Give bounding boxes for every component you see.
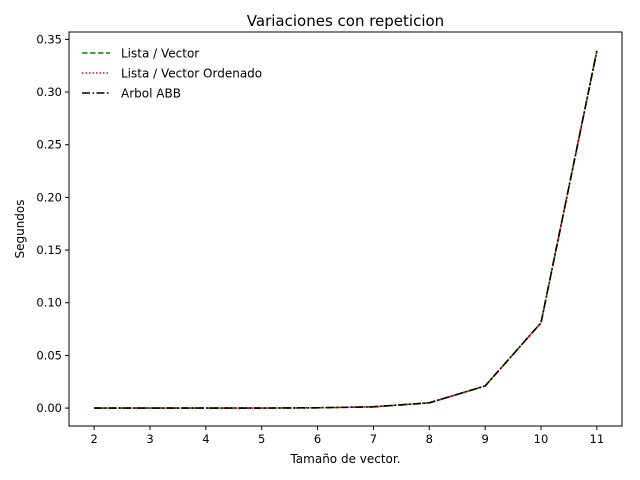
x-tick-label: 8 [426,432,433,446]
x-tick-label: 4 [202,432,209,446]
legend-item-lista-vector-ordenado: Lista / Vector Ordenado [82,67,262,81]
y-tick-label: 0.25 [36,138,62,152]
x-tick-label: 6 [314,432,321,446]
x-tick-label: 10 [534,432,549,446]
y-tick-label: 0.35 [36,32,62,46]
series-line-arbol-abb [94,50,598,409]
x-tick-label: 11 [590,432,605,446]
legend-label-arbol-abb: Arbol ABB [121,87,181,101]
plot-area: 2 3 4 5 6 7 8 9 10 11 0.00 0.05 0.10 0.15 0.20 0.25 0.3… [36,31,623,446]
y-tick-label: 0.30 [36,85,62,99]
series-layer [94,50,598,409]
x-axis-label: Tamaño de vector. [289,452,400,466]
series-line-lista-vector [94,50,598,409]
y-tick-label: 0.10 [36,296,62,310]
x-tick-label: 5 [258,432,265,446]
y-tick-label: 0.20 [36,190,62,204]
y-axis-ticks: 0.00 0.05 0.10 0.15 0.20 0.25 0.30 0.35 [36,32,69,415]
legend-item-arbol-abb: Arbol ABB [82,87,181,101]
legend-label-lista-vector: Lista / Vector [121,47,199,61]
y-tick-label: 0.15 [36,243,62,257]
plot-frame [68,31,623,427]
y-axis-label: Segundos [13,199,27,258]
chart-title: Variaciones con repeticion [247,12,444,30]
series-line-lista-vector-ordenado [94,50,598,409]
x-tick-label: 3 [146,432,153,446]
legend: Lista / Vector Lista / Vector Ordenado A… [82,47,262,101]
legend-item-lista-vector: Lista / Vector [82,47,199,61]
x-tick-label: 2 [90,432,97,446]
x-tick-label: 9 [481,432,488,446]
legend-label-lista-vector-ordenado: Lista / Vector Ordenado [121,67,262,81]
y-tick-label: 0.00 [36,401,62,415]
x-axis-ticks: 2 3 4 5 6 7 8 9 10 11 [90,426,604,446]
x-tick-label: 7 [370,432,377,446]
y-tick-label: 0.05 [36,348,62,362]
